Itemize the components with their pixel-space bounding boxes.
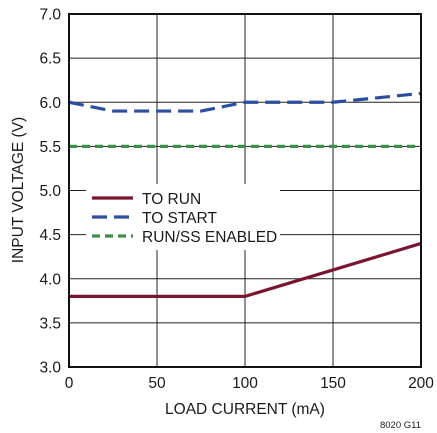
legend-label-2: TO START: [142, 210, 217, 227]
y-tick-label: 3.5: [39, 315, 61, 332]
y-tick-label: 4.5: [39, 227, 61, 244]
y-tick-labels: 3.0 3.5 4.0 4.5 5.0 5.5 6.0 6.5 7.0: [39, 7, 61, 377]
y-tick-label: 7.0: [39, 7, 61, 24]
series-group: [68, 91, 422, 298]
series-line-1: [69, 241, 422, 298]
y-axis-label: INPUT VOLTAGE (V): [10, 117, 27, 263]
x-tick-label: 150: [320, 375, 346, 392]
plot-frame: [68, 13, 422, 368]
legend: TO RUN TO START RUN/SS ENABLED: [92, 191, 277, 246]
legend-label-1: TO RUN: [142, 191, 201, 208]
y-tick-label: 6.5: [39, 51, 61, 68]
series-line-2: [68, 91, 422, 113]
y-tick-label: 4.0: [39, 271, 61, 288]
x-tick-label: 0: [65, 375, 74, 392]
legend-label-3: RUN/SS ENABLED: [142, 229, 277, 246]
x-tick-label: 200: [408, 375, 434, 392]
y-tick-label: 6.0: [39, 95, 61, 112]
x-axis-label: LOAD CURRENT (mA): [165, 401, 325, 418]
x-tick-labels: 0 50 100 150 200: [65, 375, 435, 392]
y-tick-label: 3.0: [39, 360, 61, 377]
x-tick-label: 50: [148, 375, 166, 392]
figure-id: 8020 G11: [380, 420, 421, 431]
y-tick-label: 5.5: [39, 139, 61, 156]
x-tick-label: 100: [232, 375, 258, 392]
y-tick-label: 5.0: [39, 183, 61, 200]
